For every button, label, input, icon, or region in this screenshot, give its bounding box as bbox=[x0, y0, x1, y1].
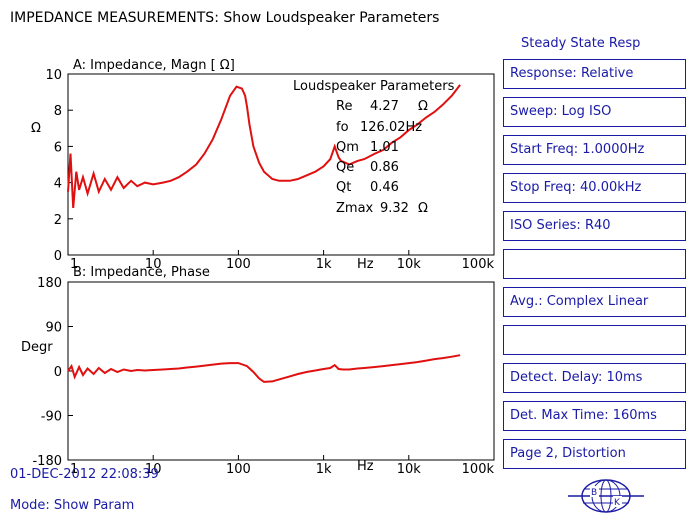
chart-a-xtick-label: 1k bbox=[316, 257, 332, 272]
chart-b-xtick-label: 100k bbox=[462, 462, 495, 477]
param-value: 4.27 bbox=[370, 99, 399, 114]
side-button-11[interactable]: Page 2, Distortion bbox=[503, 439, 686, 469]
param-label: Qm bbox=[336, 140, 359, 155]
chart-a-ytick-label: 10 bbox=[45, 68, 62, 83]
chart-b-xlabel: Hz bbox=[357, 459, 374, 474]
mode-label: Steady State Resp bbox=[521, 36, 641, 51]
side-button-1[interactable]: Response: Relative bbox=[503, 59, 686, 89]
chart-a-xtick-label: 100k bbox=[462, 257, 495, 272]
param-value: 126.02Hz bbox=[360, 120, 422, 135]
param-label: Qe bbox=[336, 160, 354, 175]
chart-b-xtick-label: 10 bbox=[145, 462, 162, 477]
chart-a-title: A: Impedance, Magn [ Ω] bbox=[73, 58, 235, 73]
chart-b-ytick-label: 0 bbox=[54, 365, 62, 380]
side-button-10[interactable]: Det. Max Time: 160ms bbox=[503, 401, 686, 431]
chart-a-xtick-label: 10 bbox=[145, 257, 162, 272]
param-value: 9.32 bbox=[380, 201, 409, 216]
chart-a-ticks: 0 2 4 6 8 10 1 10 100 1k 10k 100k bbox=[45, 68, 495, 272]
chart-b-ytick-label: 180 bbox=[37, 276, 62, 291]
param-value: 0.46 bbox=[370, 180, 399, 195]
timestamp: 01-DEC-2012 22:08:39 bbox=[10, 467, 159, 482]
side-button-5[interactable]: ISO Series: R40 bbox=[503, 211, 686, 241]
chart-a-ytick-label: 2 bbox=[54, 213, 62, 228]
chart-b-xtick-label: 1k bbox=[316, 462, 332, 477]
chart-a-frame bbox=[67, 73, 495, 256]
bk-logo-letter-b: B bbox=[591, 488, 597, 498]
side-button-4[interactable]: Stop Freq: 40.00kHz bbox=[503, 173, 686, 203]
chart-a-ytick-label: 0 bbox=[54, 249, 62, 264]
param-label: Qt bbox=[336, 180, 351, 195]
chart-phase: B: Impedance, Phase -180 -90 0 90 180 1 10 100 1… bbox=[21, 265, 495, 477]
chart-b-ytick-label: -180 bbox=[32, 454, 62, 469]
chart-b-series-line bbox=[67, 354, 461, 383]
mode-status: Mode: Show Param bbox=[10, 498, 135, 513]
param-label: fo bbox=[336, 120, 349, 135]
chart-b-ylabel: Degr bbox=[21, 340, 53, 355]
chart-a-ytick-label: 8 bbox=[54, 104, 62, 119]
param-unit: Ω bbox=[418, 99, 428, 114]
chart-magnitude: A: Impedance, Magn [ Ω] 0 2 4 6 8 10 1 10 100 1k 1… bbox=[31, 58, 495, 272]
param-value: 0.86 bbox=[370, 160, 399, 175]
param-unit: Ω bbox=[418, 201, 428, 216]
side-button-2[interactable]: Sweep: Log ISO bbox=[503, 97, 686, 127]
side-button-9[interactable]: Detect. Delay: 10ms bbox=[503, 363, 686, 393]
chart-a-xtick-label: 100 bbox=[226, 257, 251, 272]
side-button-8[interactable] bbox=[503, 325, 686, 355]
params-title: Loudspeaker Parameters bbox=[293, 79, 455, 94]
chart-a-xtick-label: 10k bbox=[397, 257, 422, 272]
chart-a-ytick-label: 4 bbox=[54, 177, 62, 192]
page-title: IMPEDANCE MEASUREMENTS: Show Loudspeaker… bbox=[10, 10, 440, 26]
side-button-7[interactable]: Avg.: Complex Linear bbox=[503, 287, 686, 317]
param-label: Zmax bbox=[336, 201, 374, 216]
chart-b-xtick-label: 1 bbox=[70, 462, 78, 477]
param-label: Re bbox=[336, 99, 352, 114]
chart-b-ytick-label: 90 bbox=[45, 321, 62, 336]
chart-a-series-line bbox=[67, 84, 461, 208]
chart-a-xtick-label: 1 bbox=[70, 257, 78, 272]
chart-b-ytick-label: -90 bbox=[41, 410, 62, 425]
chart-a-ylabel: Ω bbox=[31, 121, 41, 136]
chart-a-xlabel: Hz bbox=[357, 257, 374, 272]
chart-b-xtick-label: 10k bbox=[397, 462, 422, 477]
chart-a-ytick-label: 6 bbox=[54, 140, 62, 155]
chart-b-title: B: Impedance, Phase bbox=[73, 265, 210, 280]
params-box: Loudspeaker Parameters Re 4.27 Ωfo 126.02Hz… bbox=[293, 79, 455, 216]
side-button-6[interactable] bbox=[503, 249, 686, 279]
bk-logo-letter-k: K bbox=[614, 498, 621, 508]
chart-b-xtick-label: 100 bbox=[226, 462, 251, 477]
param-value: 1.01 bbox=[370, 140, 399, 155]
bk-logo: B K bbox=[568, 479, 644, 513]
side-button-3[interactable]: Start Freq: 1.0000Hz bbox=[503, 135, 686, 165]
chart-b-ticks: -180 -90 0 90 180 1 10 100 1k 10k 100k bbox=[32, 276, 495, 477]
